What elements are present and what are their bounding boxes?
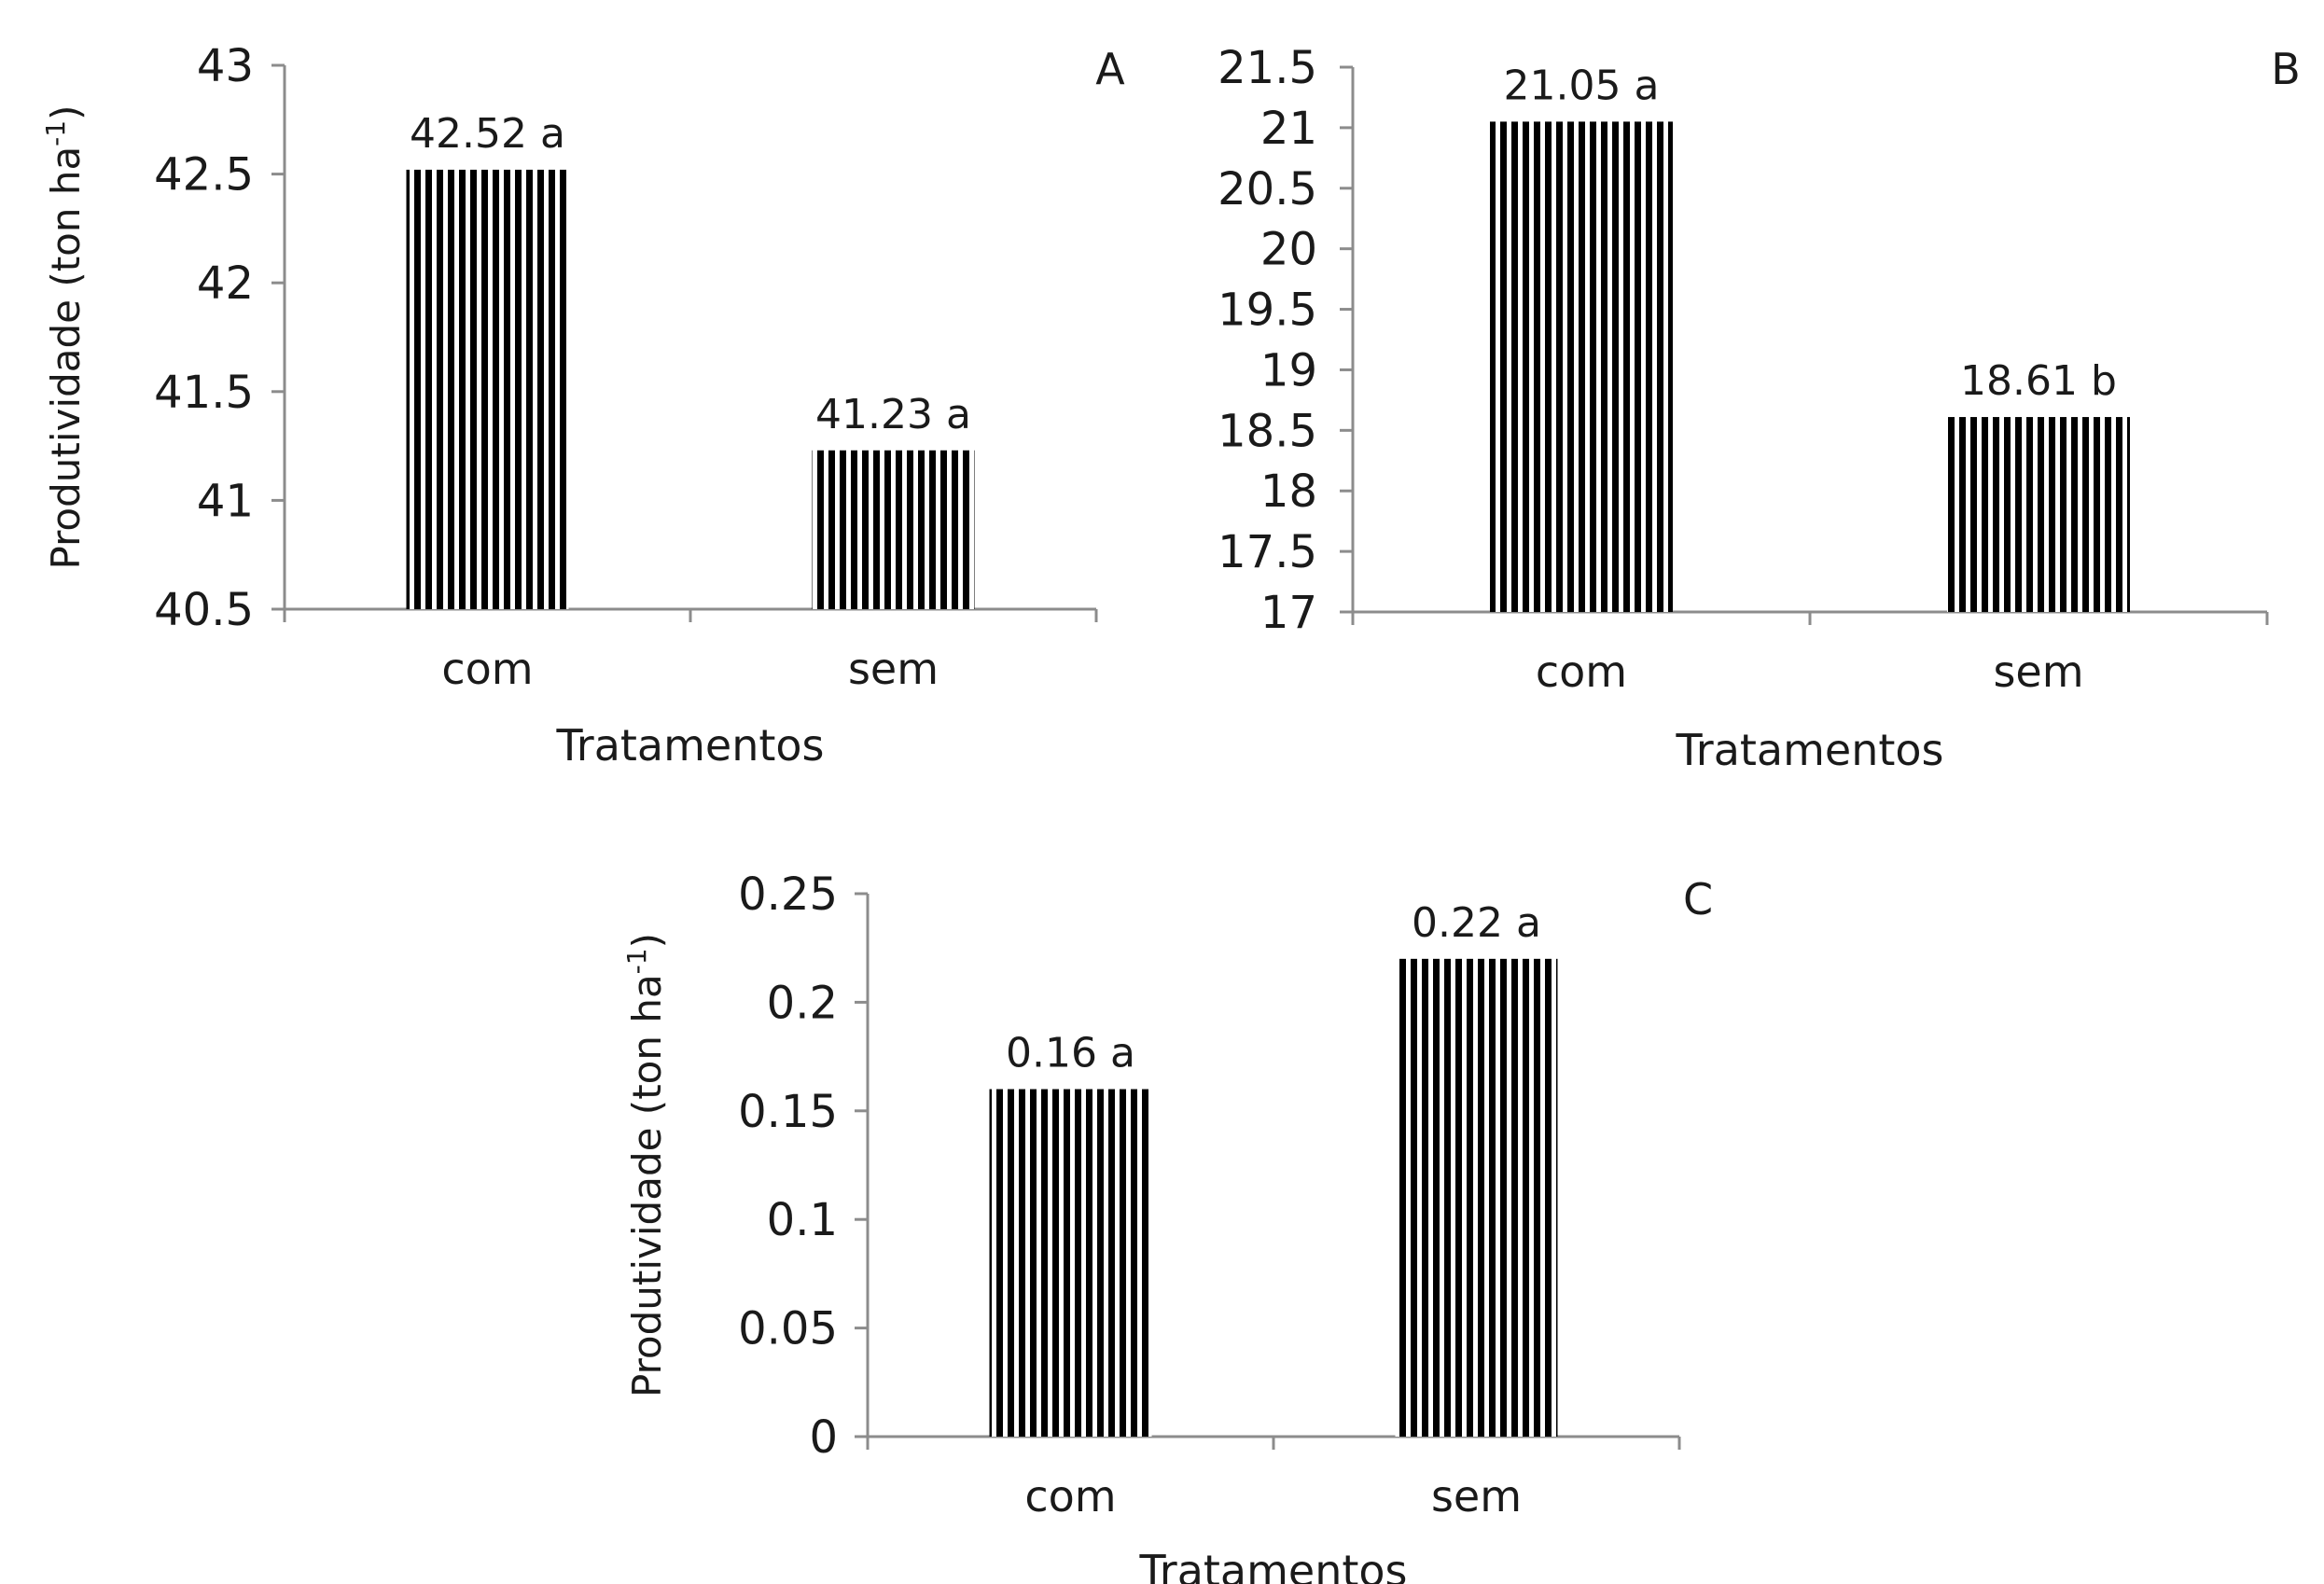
y-axis-title: Produtividade (ton ha-1)	[621, 933, 670, 1397]
y-tick-label: 0.05	[738, 1303, 838, 1355]
y-tick-label: 0.25	[738, 868, 838, 921]
data-label: 41.23 a	[815, 391, 971, 438]
y-axis-title-close: )	[43, 104, 89, 119]
x-category-label: sem	[1431, 1471, 1522, 1521]
data-label: 0.16 a	[1006, 1030, 1135, 1077]
y-tick-label: 19.5	[1218, 285, 1317, 337]
y-tick-label: 20	[1260, 224, 1317, 276]
x-category-label: com	[1536, 646, 1627, 697]
y-tick-label: 19	[1260, 344, 1317, 396]
bar	[989, 1089, 1152, 1437]
y-tick-label: 17.5	[1218, 526, 1317, 578]
bar	[1947, 417, 2130, 612]
x-axis-title: Tratamentos	[1675, 725, 1943, 775]
x-axis-title: Tratamentos	[555, 720, 824, 771]
y-tick-label: 21.5	[1218, 42, 1317, 94]
y-tick-label: 0.1	[767, 1194, 838, 1246]
y-axis-title-main: Produtividade (ton ha	[624, 974, 670, 1397]
data-label: 18.61 b	[1960, 357, 2117, 405]
chart-panel-a: 40.5 41 41.5 42 42.5 43 42.52 a com 41.23 a sem Tr…	[40, 40, 1125, 771]
y-tick-label: 42.5	[154, 149, 254, 201]
data-label: 21.05 a	[1504, 62, 1660, 109]
bar	[812, 450, 975, 609]
panel-label: B	[2271, 44, 2301, 94]
y-axis-title: Produtividade (ton ha-1)	[40, 104, 89, 569]
chart-panel-b: 17 17.5 18 18.5 19 19.5 20 20.5 21 21.5 21.05 a com…	[1218, 42, 2301, 775]
y-tick-label: 43	[197, 40, 254, 92]
panel-label: C	[1683, 874, 1713, 924]
data-label: 42.52 a	[410, 110, 565, 158]
y-tick-label: 0.15	[738, 1086, 838, 1138]
x-category-label: com	[441, 644, 533, 694]
y-tick-label: 41	[197, 475, 254, 527]
y-tick-label: 41.5	[154, 367, 254, 419]
y-tick-label: 18	[1260, 465, 1317, 518]
bar	[1395, 958, 1558, 1437]
y-axis-title-superscript: -1	[621, 948, 652, 974]
data-label: 0.22 a	[1412, 899, 1541, 947]
x-axis-title: Tratamentos	[1138, 1546, 1407, 1584]
y-axis-title-close: )	[624, 933, 670, 948]
y-tick-label: 42	[197, 257, 254, 310]
y-tick-label: 0.2	[767, 977, 838, 1029]
bar	[406, 169, 569, 609]
panel-label: A	[1095, 44, 1125, 94]
y-tick-label: 21	[1260, 103, 1317, 155]
y-tick-label: 17	[1260, 587, 1317, 639]
x-category-label: com	[1024, 1471, 1116, 1521]
y-tick-label: 0	[809, 1411, 838, 1464]
chart-panel-c: 0 0.05 0.1 0.15 0.2 0.25 0.16 a com 0.22 a sem Tra…	[621, 868, 1713, 1584]
y-tick-label: 20.5	[1218, 163, 1317, 215]
x-category-label: sem	[1993, 646, 2083, 697]
bar	[1490, 121, 1673, 612]
y-tick-label: 40.5	[154, 584, 254, 636]
x-category-label: sem	[848, 644, 939, 694]
y-tick-label: 18.5	[1218, 405, 1317, 457]
y-axis-title-main: Produtividade (ton ha	[43, 146, 89, 570]
y-axis-title-superscript: -1	[40, 120, 71, 146]
